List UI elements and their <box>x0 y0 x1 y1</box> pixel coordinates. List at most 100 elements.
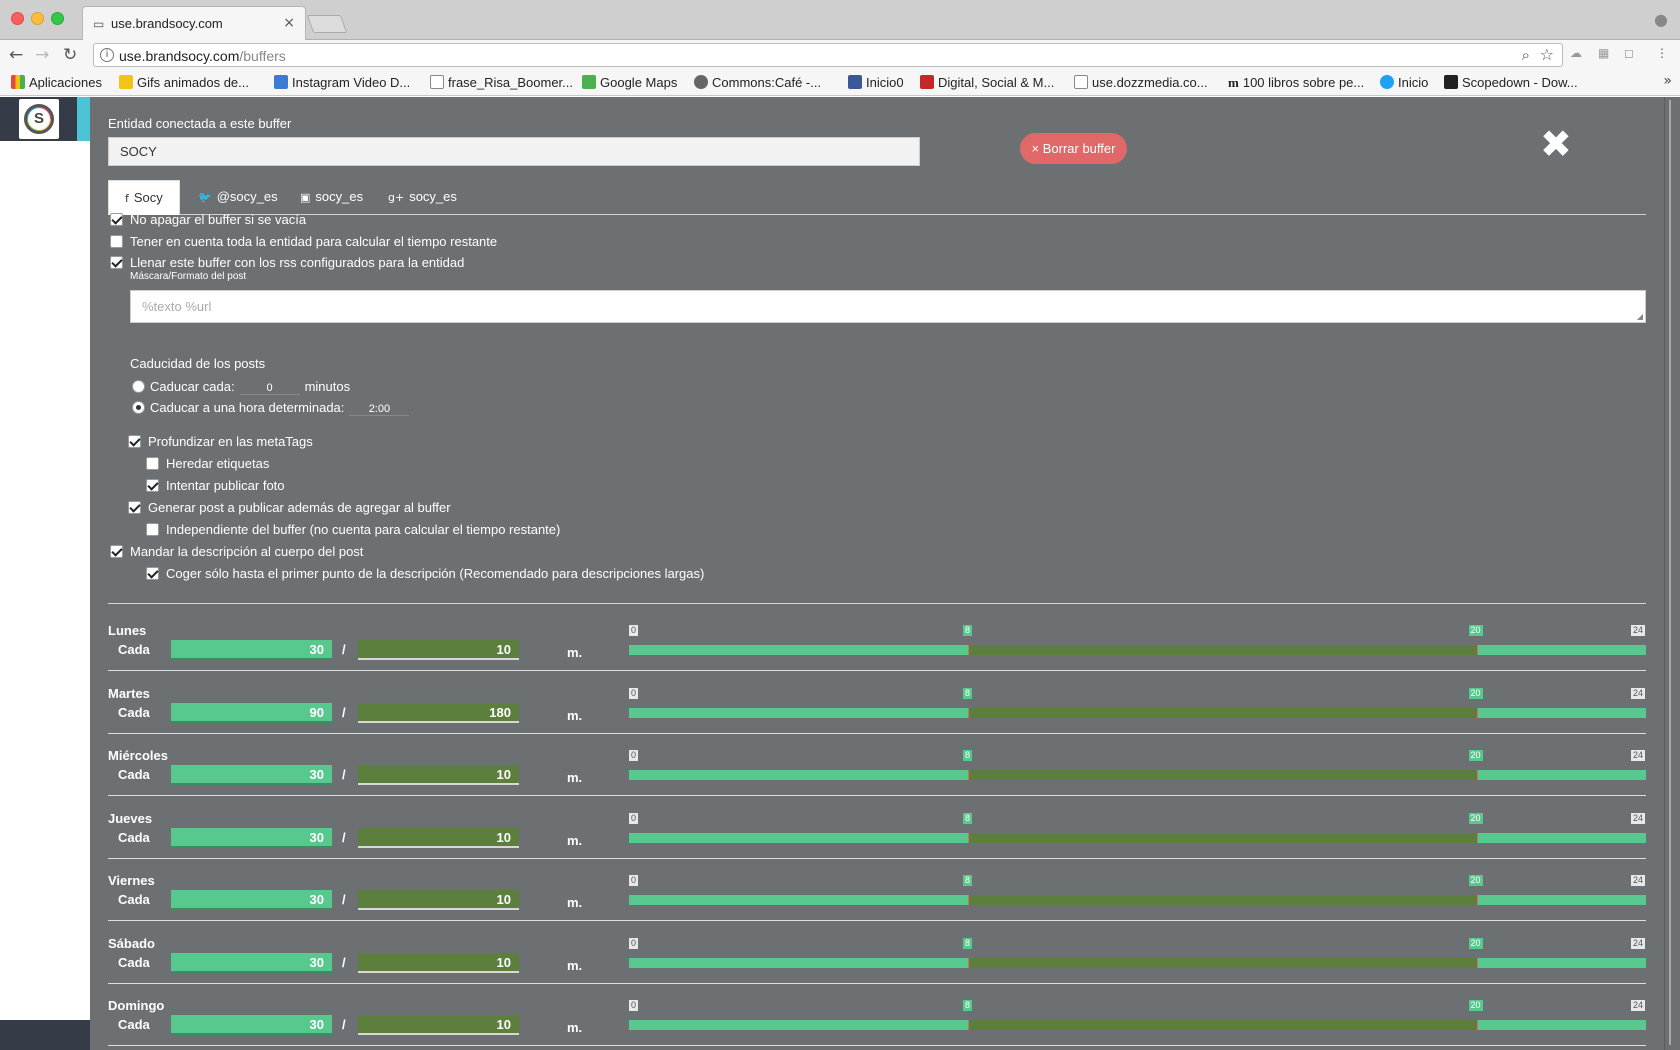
interval-input[interactable]: 90 <box>171 702 332 723</box>
brandsocy-logo[interactable]: S <box>19 99 59 139</box>
bookmark-item[interactable]: Instagram Video D... <box>274 75 410 90</box>
option-heredar[interactable]: Heredar etiquetas <box>146 456 269 471</box>
checkbox[interactable] <box>110 545 123 558</box>
off-hours-interval-input[interactable]: 180 <box>358 702 519 723</box>
delete-buffer-button[interactable]: × Borrar buffer <box>1020 133 1127 164</box>
slider-start-handle[interactable]: 8 <box>963 687 973 699</box>
bookmark-item[interactable]: Aplicaciones <box>11 75 102 90</box>
option-llenar-rss[interactable]: Llenar este buffer con los rss configura… <box>110 255 464 270</box>
off-hours-interval-input[interactable]: 10 <box>358 890 519 910</box>
tab-google-plus[interactable]: g+ socy_es <box>388 189 457 204</box>
doc-extension-icon[interactable]: ▦ <box>1598 46 1610 60</box>
slider-start-handle[interactable]: 8 <box>963 1000 973 1011</box>
hour-input[interactable]: 2:00 <box>349 403 410 416</box>
option-caducar-hora[interactable]: Caducar a una hora determinada: 2:00 <box>132 400 414 416</box>
time-range-slider[interactable] <box>629 1020 1646 1030</box>
radio[interactable] <box>132 380 145 393</box>
reload-icon[interactable]: ↻ <box>63 45 78 65</box>
time-range-slider[interactable] <box>629 645 1646 655</box>
option-no-apagar[interactable]: No apagar el buffer si se vacía <box>110 212 306 227</box>
bookmark-item[interactable]: frase_Risa_Boomer... <box>430 75 573 90</box>
radio[interactable] <box>132 401 145 414</box>
back-arrow-icon[interactable]: ← <box>9 45 24 65</box>
close-window-button[interactable] <box>11 12 24 25</box>
time-range-slider[interactable] <box>629 895 1646 905</box>
time-range-slider[interactable] <box>629 832 1646 843</box>
menu-icon[interactable]: ⋮ <box>1656 46 1668 60</box>
zoom-icon[interactable]: ⌕ <box>1521 46 1530 64</box>
c-extension-icon[interactable]: ◻ <box>1624 46 1634 60</box>
off-hours-interval-input[interactable]: 10 <box>358 952 519 973</box>
option-profundizar[interactable]: Profundizar en las metaTags <box>128 434 313 449</box>
forward-arrow-icon[interactable]: → <box>35 45 50 65</box>
checkbox[interactable] <box>146 523 159 536</box>
bookmark-item[interactable]: Commons:Café -... <box>694 75 821 90</box>
off-hours-interval-input[interactable]: 10 <box>358 827 519 848</box>
off-hours-interval-input[interactable]: 10 <box>358 765 519 785</box>
time-range-slider[interactable] <box>629 770 1646 780</box>
checkbox[interactable] <box>110 213 123 226</box>
interval-input[interactable]: 30 <box>171 952 332 973</box>
slider-start-handle[interactable]: 8 <box>963 937 973 949</box>
tab-youtube[interactable]: ▣ socy_es <box>300 189 364 204</box>
scrollbar[interactable] <box>1664 97 1680 1050</box>
option-generar-post[interactable]: Generar post a publicar además de agrega… <box>128 500 451 515</box>
checkbox[interactable] <box>110 235 123 248</box>
checkbox[interactable] <box>146 457 159 470</box>
entity-input[interactable]: SOCY <box>108 137 920 166</box>
checkbox[interactable] <box>128 501 141 514</box>
checkbox[interactable] <box>128 435 141 448</box>
minutes-input[interactable]: 0 <box>239 382 300 395</box>
scrollbar-thumb[interactable] <box>1669 100 1671 1045</box>
bookmark-item[interactable]: Scopedown - Dow... <box>1444 75 1578 90</box>
interval-input[interactable]: 30 <box>171 890 332 910</box>
profile-icon[interactable]: ● <box>1654 10 1668 29</box>
slider-start-handle[interactable]: 8 <box>963 875 973 886</box>
slider-start-handle[interactable]: 8 <box>963 625 973 636</box>
slider-end-handle[interactable]: 20 <box>1468 687 1483 699</box>
bookmark-item[interactable]: Inicio <box>1380 75 1428 90</box>
more-bookmarks-icon[interactable]: » <box>1663 73 1672 89</box>
info-icon[interactable]: i <box>100 48 114 62</box>
interval-input[interactable]: 30 <box>171 827 332 848</box>
slider-end-handle[interactable]: 20 <box>1468 1000 1483 1011</box>
slider-end-handle[interactable]: 20 <box>1468 875 1483 886</box>
time-range-slider[interactable] <box>629 707 1646 718</box>
mask-input[interactable]: %texto %url ◢ <box>130 290 1646 323</box>
option-independiente[interactable]: Independiente del buffer (no cuenta para… <box>146 522 560 537</box>
checkbox[interactable] <box>146 479 159 492</box>
bookmark-item[interactable]: m 100 libros sobre pe... <box>1228 75 1365 90</box>
option-caducar-cada[interactable]: Caducar cada: 0 minutos <box>132 379 350 395</box>
cloud-extension-icon[interactable]: ☁ <box>1570 46 1582 60</box>
option-tener-cuenta[interactable]: Tener en cuenta toda la entidad para cal… <box>110 234 497 249</box>
slider-end-handle[interactable]: 20 <box>1468 812 1483 824</box>
bookmark-item[interactable]: Gifs animados de... <box>119 75 249 90</box>
slider-end-handle[interactable]: 20 <box>1468 937 1483 949</box>
slider-end-handle[interactable]: 20 <box>1468 625 1483 636</box>
off-hours-interval-input[interactable]: 10 <box>358 640 519 660</box>
option-mandar-desc[interactable]: Mandar la descripción al cuerpo del post <box>110 544 363 559</box>
bookmark-item[interactable]: Google Maps <box>582 75 677 90</box>
slider-start-handle[interactable]: 8 <box>963 750 973 761</box>
option-coger-solo[interactable]: Coger sólo hasta el primer punto de la d… <box>146 566 704 581</box>
minimize-window-button[interactable] <box>31 12 44 25</box>
address-bar[interactable]: i use.brandsocy.com/buffers ⌕ ☆ <box>93 43 1563 67</box>
bookmark-item[interactable]: Digital, Social & M... <box>920 75 1054 90</box>
time-range-slider[interactable] <box>629 957 1646 968</box>
checkbox[interactable] <box>146 567 159 580</box>
option-intentar-foto[interactable]: Intentar publicar foto <box>146 478 285 493</box>
tab-facebook[interactable]: f Socy <box>108 180 180 215</box>
maximize-window-button[interactable] <box>51 12 64 25</box>
new-tab-button[interactable] <box>306 15 348 33</box>
close-icon[interactable]: ✖ <box>1540 122 1572 166</box>
interval-input[interactable]: 30 <box>171 1015 332 1035</box>
bookmark-item[interactable]: Inicio0 <box>848 75 904 90</box>
interval-input[interactable]: 30 <box>171 765 332 785</box>
interval-input[interactable]: 30 <box>171 640 332 660</box>
bookmark-star-icon[interactable]: ☆ <box>1539 45 1554 64</box>
tab-twitter[interactable]: 🐦 @socy_es <box>198 189 278 204</box>
browser-tab[interactable]: ▭ use.brandsocy.com × <box>82 6 306 41</box>
checkbox[interactable] <box>110 256 123 269</box>
slider-end-handle[interactable]: 20 <box>1468 750 1483 761</box>
slider-start-handle[interactable]: 8 <box>963 812 973 824</box>
